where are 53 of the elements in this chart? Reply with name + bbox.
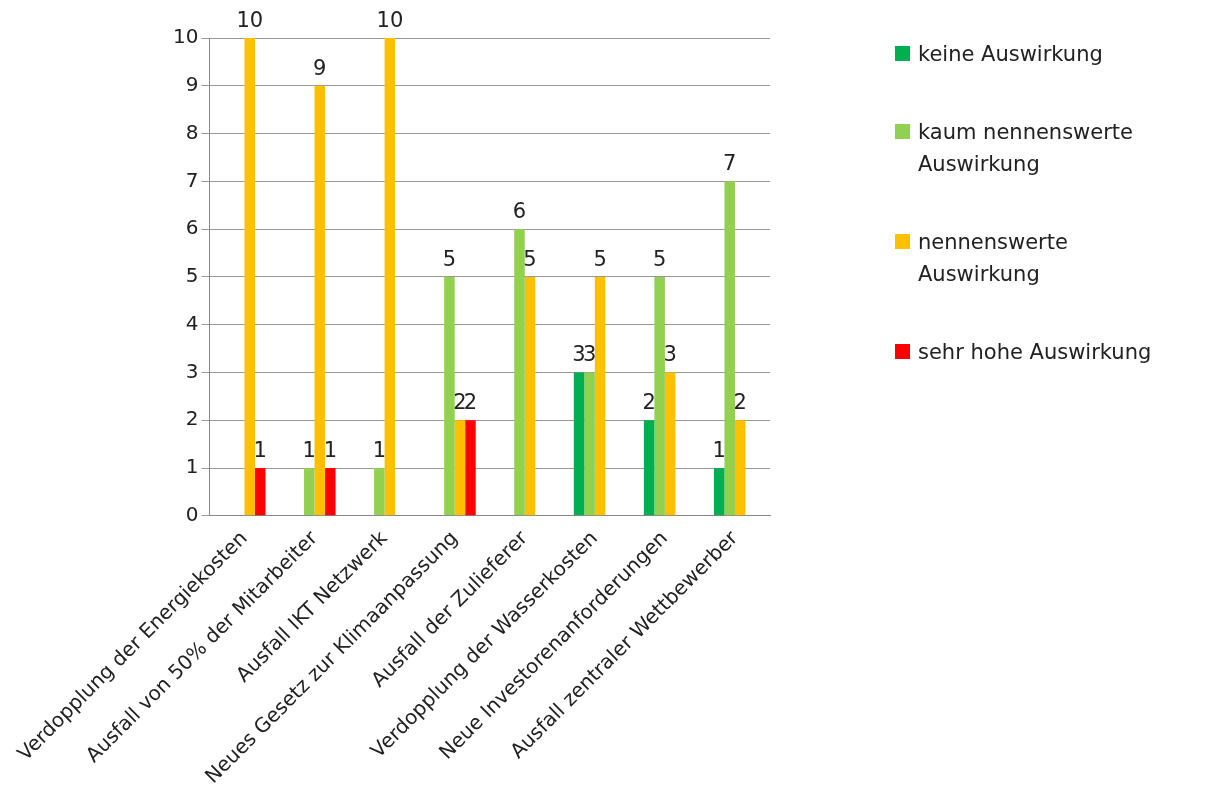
data-label: 1 bbox=[253, 438, 267, 463]
bar bbox=[465, 420, 476, 516]
bar bbox=[724, 181, 735, 516]
bar bbox=[664, 372, 676, 516]
bar bbox=[524, 276, 536, 516]
data-label: 3 bbox=[663, 342, 677, 367]
legend-label: kaum nennenswerte Auswirkung bbox=[918, 119, 1134, 178]
data-label: 2 bbox=[733, 390, 747, 415]
data-label: 5 bbox=[593, 246, 607, 271]
data-label: 6 bbox=[512, 199, 527, 224]
bar bbox=[643, 420, 655, 516]
bar bbox=[734, 420, 746, 516]
y-tick-label: 10 bbox=[173, 24, 199, 49]
data-label: 5 bbox=[652, 246, 667, 271]
data-label: 10 bbox=[376, 7, 404, 32]
bar bbox=[713, 468, 725, 516]
data-label: 7 bbox=[723, 151, 737, 176]
legend-label: nennenswerte Auswirkung bbox=[918, 229, 1069, 288]
y-tick-label: 2 bbox=[185, 406, 199, 431]
bar bbox=[384, 38, 396, 516]
data-label: 10 bbox=[236, 7, 264, 32]
y-tick-label: 6 bbox=[185, 215, 199, 240]
data-label: 1 bbox=[302, 438, 316, 463]
y-tick-label: 1 bbox=[185, 454, 199, 479]
bar bbox=[573, 372, 585, 516]
y-tick-label: 0 bbox=[185, 502, 199, 527]
data-label: 9 bbox=[313, 55, 327, 80]
y-tick-label: 8 bbox=[185, 119, 199, 144]
bar bbox=[374, 468, 385, 516]
bar bbox=[654, 276, 665, 516]
bar bbox=[314, 85, 326, 516]
bar bbox=[584, 372, 595, 516]
bar bbox=[444, 276, 455, 516]
y-tick-label: 7 bbox=[185, 167, 199, 192]
y-tick-label: 3 bbox=[185, 358, 199, 383]
data-label: 5 bbox=[523, 246, 537, 271]
legend-label: sehr hohe Auswirkung bbox=[918, 339, 1152, 366]
y-tick-label: 4 bbox=[185, 310, 199, 335]
data-label: 5 bbox=[442, 246, 457, 271]
y-tick-label: 5 bbox=[185, 263, 199, 288]
legend-label: keine Auswirkung bbox=[918, 41, 1103, 68]
bar bbox=[594, 276, 606, 516]
bar bbox=[254, 468, 266, 516]
bar bbox=[454, 420, 466, 516]
data-label: 2 bbox=[642, 390, 656, 415]
data-label: 1 bbox=[323, 438, 338, 463]
y-tick-label: 9 bbox=[185, 71, 199, 96]
bar bbox=[244, 38, 255, 516]
bar bbox=[514, 229, 525, 516]
bar bbox=[304, 468, 315, 516]
bar bbox=[325, 468, 336, 516]
data-label: 1 bbox=[372, 438, 387, 463]
data-label: 1 bbox=[712, 438, 726, 463]
